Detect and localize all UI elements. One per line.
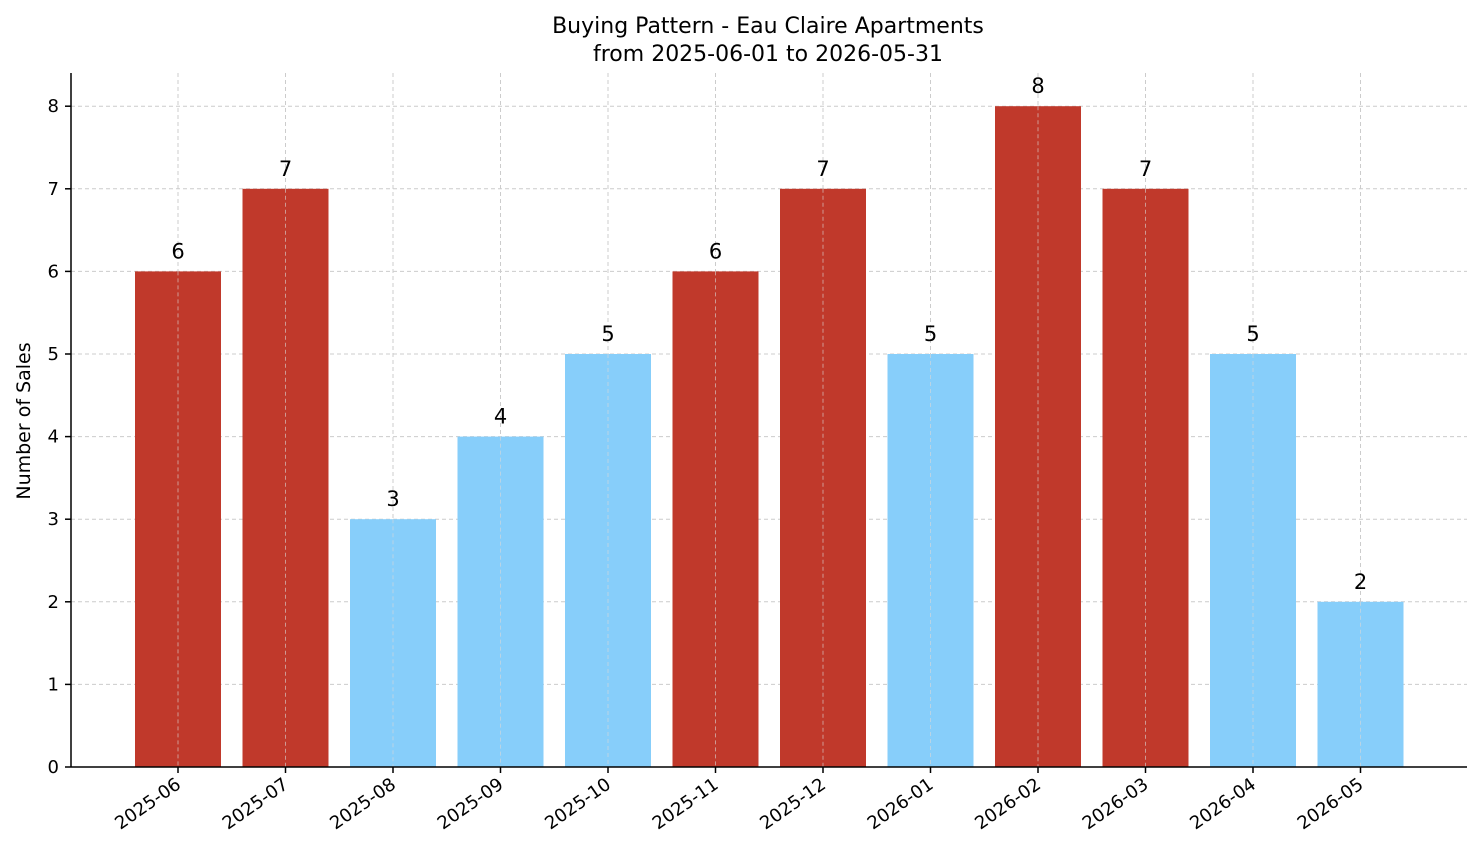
x-tick-label: 2025-08 xyxy=(326,774,400,834)
y-tick-label: 4 xyxy=(48,427,59,448)
bar-value-label: 7 xyxy=(279,157,292,181)
x-tick-label: 2025-09 xyxy=(434,774,508,834)
chart-title: Buying Pattern - Eau Claire Apartments xyxy=(552,14,984,39)
bar-value-label: 5 xyxy=(1246,322,1259,346)
x-tick-label: 2025-12 xyxy=(756,774,830,834)
x-tick-label: 2025-10 xyxy=(541,774,615,834)
y-tick-label: 7 xyxy=(48,179,59,200)
x-tick-label: 2025-11 xyxy=(649,774,723,834)
bar-value-labels: 6 7 3 4 5 6 7 5 8 7 5 2 xyxy=(171,74,1367,594)
x-tick-label: 2026-03 xyxy=(1079,774,1153,834)
bar-value-label: 5 xyxy=(924,322,937,346)
bar-value-label: 7 xyxy=(816,157,829,181)
y-tick-label: 5 xyxy=(48,344,59,365)
x-tick-label: 2025-06 xyxy=(111,774,185,834)
x-tick-label: 2025-07 xyxy=(219,774,293,834)
y-tick-label: 6 xyxy=(48,261,59,282)
y-tick-label: 8 xyxy=(48,96,59,117)
y-tick-label: 3 xyxy=(48,509,59,530)
x-tick-label: 2026-05 xyxy=(1294,774,1368,834)
x-tick-label: 2026-01 xyxy=(864,774,938,834)
bar-value-label: 5 xyxy=(601,322,614,346)
bar-value-label: 6 xyxy=(709,239,722,263)
y-tick-label: 1 xyxy=(48,674,59,695)
x-tick-label: 2026-04 xyxy=(1186,774,1260,834)
bar xyxy=(1317,601,1404,767)
bars xyxy=(135,106,1404,768)
bar-value-label: 8 xyxy=(1031,74,1044,98)
x-axis-ticks: 2025-06 2025-07 2025-08 2025-09 2025-10 2025-… xyxy=(111,767,1367,834)
bar-value-label: 7 xyxy=(1139,157,1152,181)
y-tick-label: 2 xyxy=(48,592,59,613)
x-tick-label: 2026-02 xyxy=(971,774,1045,834)
bar-value-label: 2 xyxy=(1354,570,1367,594)
bar-value-label: 3 xyxy=(386,487,399,511)
y-axis-label: Number of Sales xyxy=(13,342,35,499)
y-axis-ticks: 0 1 2 3 4 5 6 7 8 xyxy=(48,96,71,778)
y-tick-label: 0 xyxy=(48,757,59,778)
bar-value-label: 6 xyxy=(171,239,184,263)
chart-subtitle: from 2025-06-01 to 2026-05-31 xyxy=(593,42,943,67)
bar-value-label: 4 xyxy=(494,405,507,429)
